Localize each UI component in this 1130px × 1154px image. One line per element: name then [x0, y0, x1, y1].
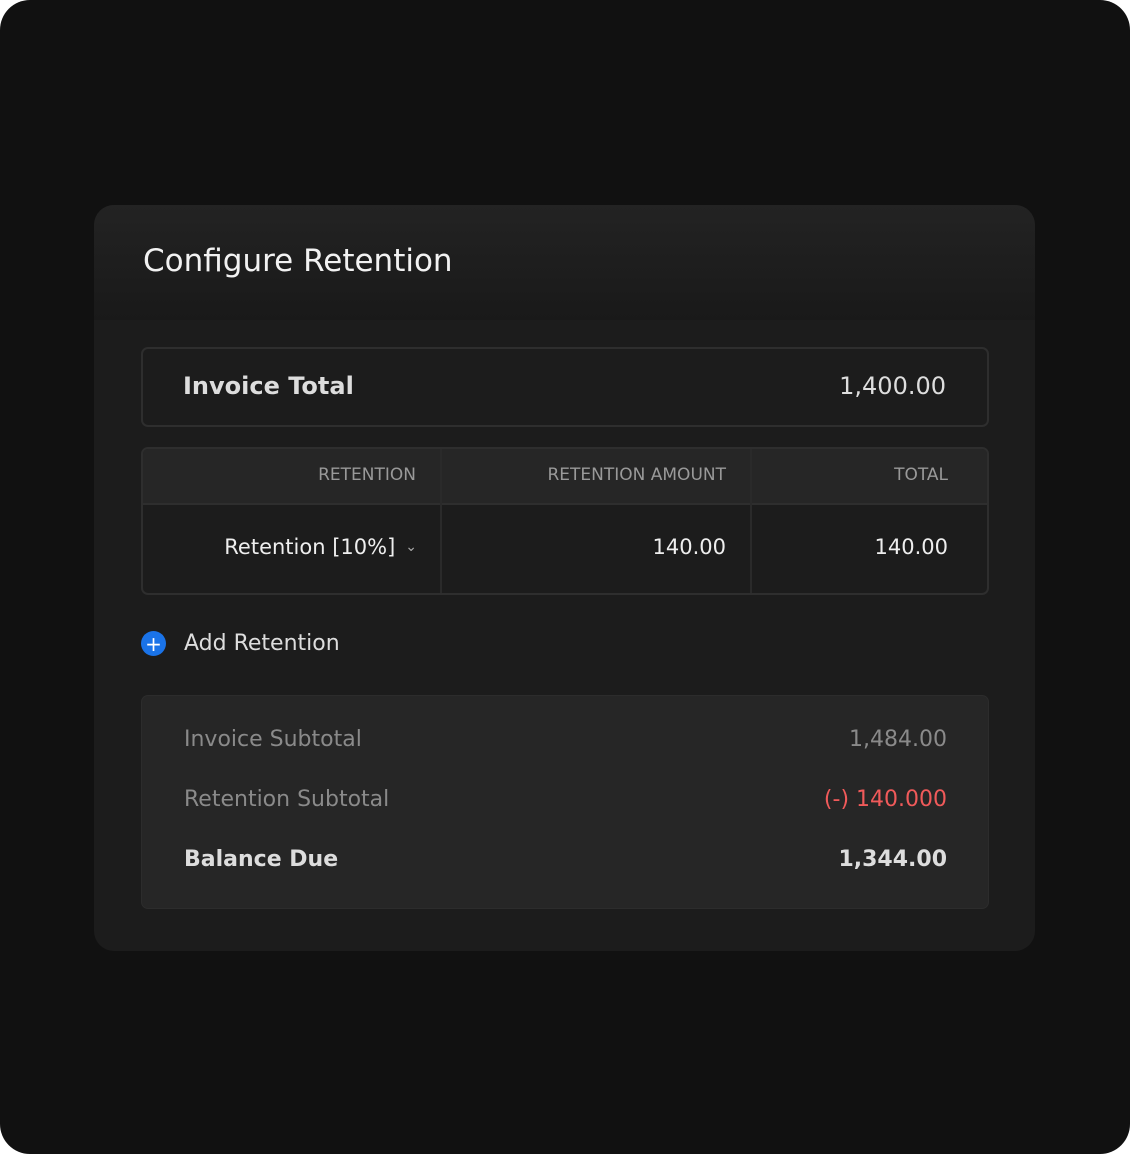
- dialog-title: Configure Retention: [143, 243, 453, 279]
- dialog-header: Configure Retention: [94, 205, 1035, 320]
- column-divider: [440, 449, 442, 593]
- retention-subtotal-row: Retention Subtotal (-) 140.000: [184, 787, 947, 812]
- header-retention-amount: RETENTION AMOUNT: [547, 465, 726, 485]
- column-divider: [750, 449, 752, 593]
- balance-due-row: Balance Due 1,344.00: [184, 847, 947, 872]
- plus-circle-icon: +: [141, 631, 166, 656]
- invoice-subtotal-value: 1,484.00: [849, 727, 947, 752]
- invoice-total-box: Invoice Total 1,400.00: [141, 347, 989, 427]
- add-retention-label: Add Retention: [184, 631, 340, 656]
- add-retention-button[interactable]: + Add Retention: [141, 631, 340, 656]
- retention-table: RETENTION RETENTION AMOUNT TOTAL Retenti…: [141, 447, 989, 595]
- balance-due-value: 1,344.00: [838, 847, 947, 872]
- retention-select-value: Retention [10%]: [224, 535, 396, 559]
- retention-amount-input[interactable]: 140.00: [652, 535, 726, 559]
- retention-select[interactable]: Retention [10%] ⌄: [224, 535, 417, 559]
- summary-box: Invoice Subtotal 1,484.00 Retention Subt…: [141, 695, 989, 909]
- balance-due-label: Balance Due: [184, 847, 339, 872]
- invoice-subtotal-row: Invoice Subtotal 1,484.00: [184, 727, 947, 752]
- retention-subtotal-value: (-) 140.000: [823, 787, 947, 812]
- table-header: RETENTION RETENTION AMOUNT TOTAL: [143, 449, 987, 505]
- retention-subtotal-label: Retention Subtotal: [184, 787, 390, 812]
- chevron-down-icon: ⌄: [405, 539, 417, 555]
- header-total: TOTAL: [894, 465, 948, 485]
- configure-retention-dialog: Configure Retention Invoice Total 1,400.…: [94, 205, 1035, 951]
- invoice-subtotal-label: Invoice Subtotal: [184, 727, 362, 752]
- header-retention: RETENTION: [318, 465, 416, 485]
- invoice-total-label: Invoice Total: [183, 372, 354, 400]
- retention-total: 140.00: [874, 535, 948, 559]
- invoice-total-value: 1,400.00: [839, 372, 946, 400]
